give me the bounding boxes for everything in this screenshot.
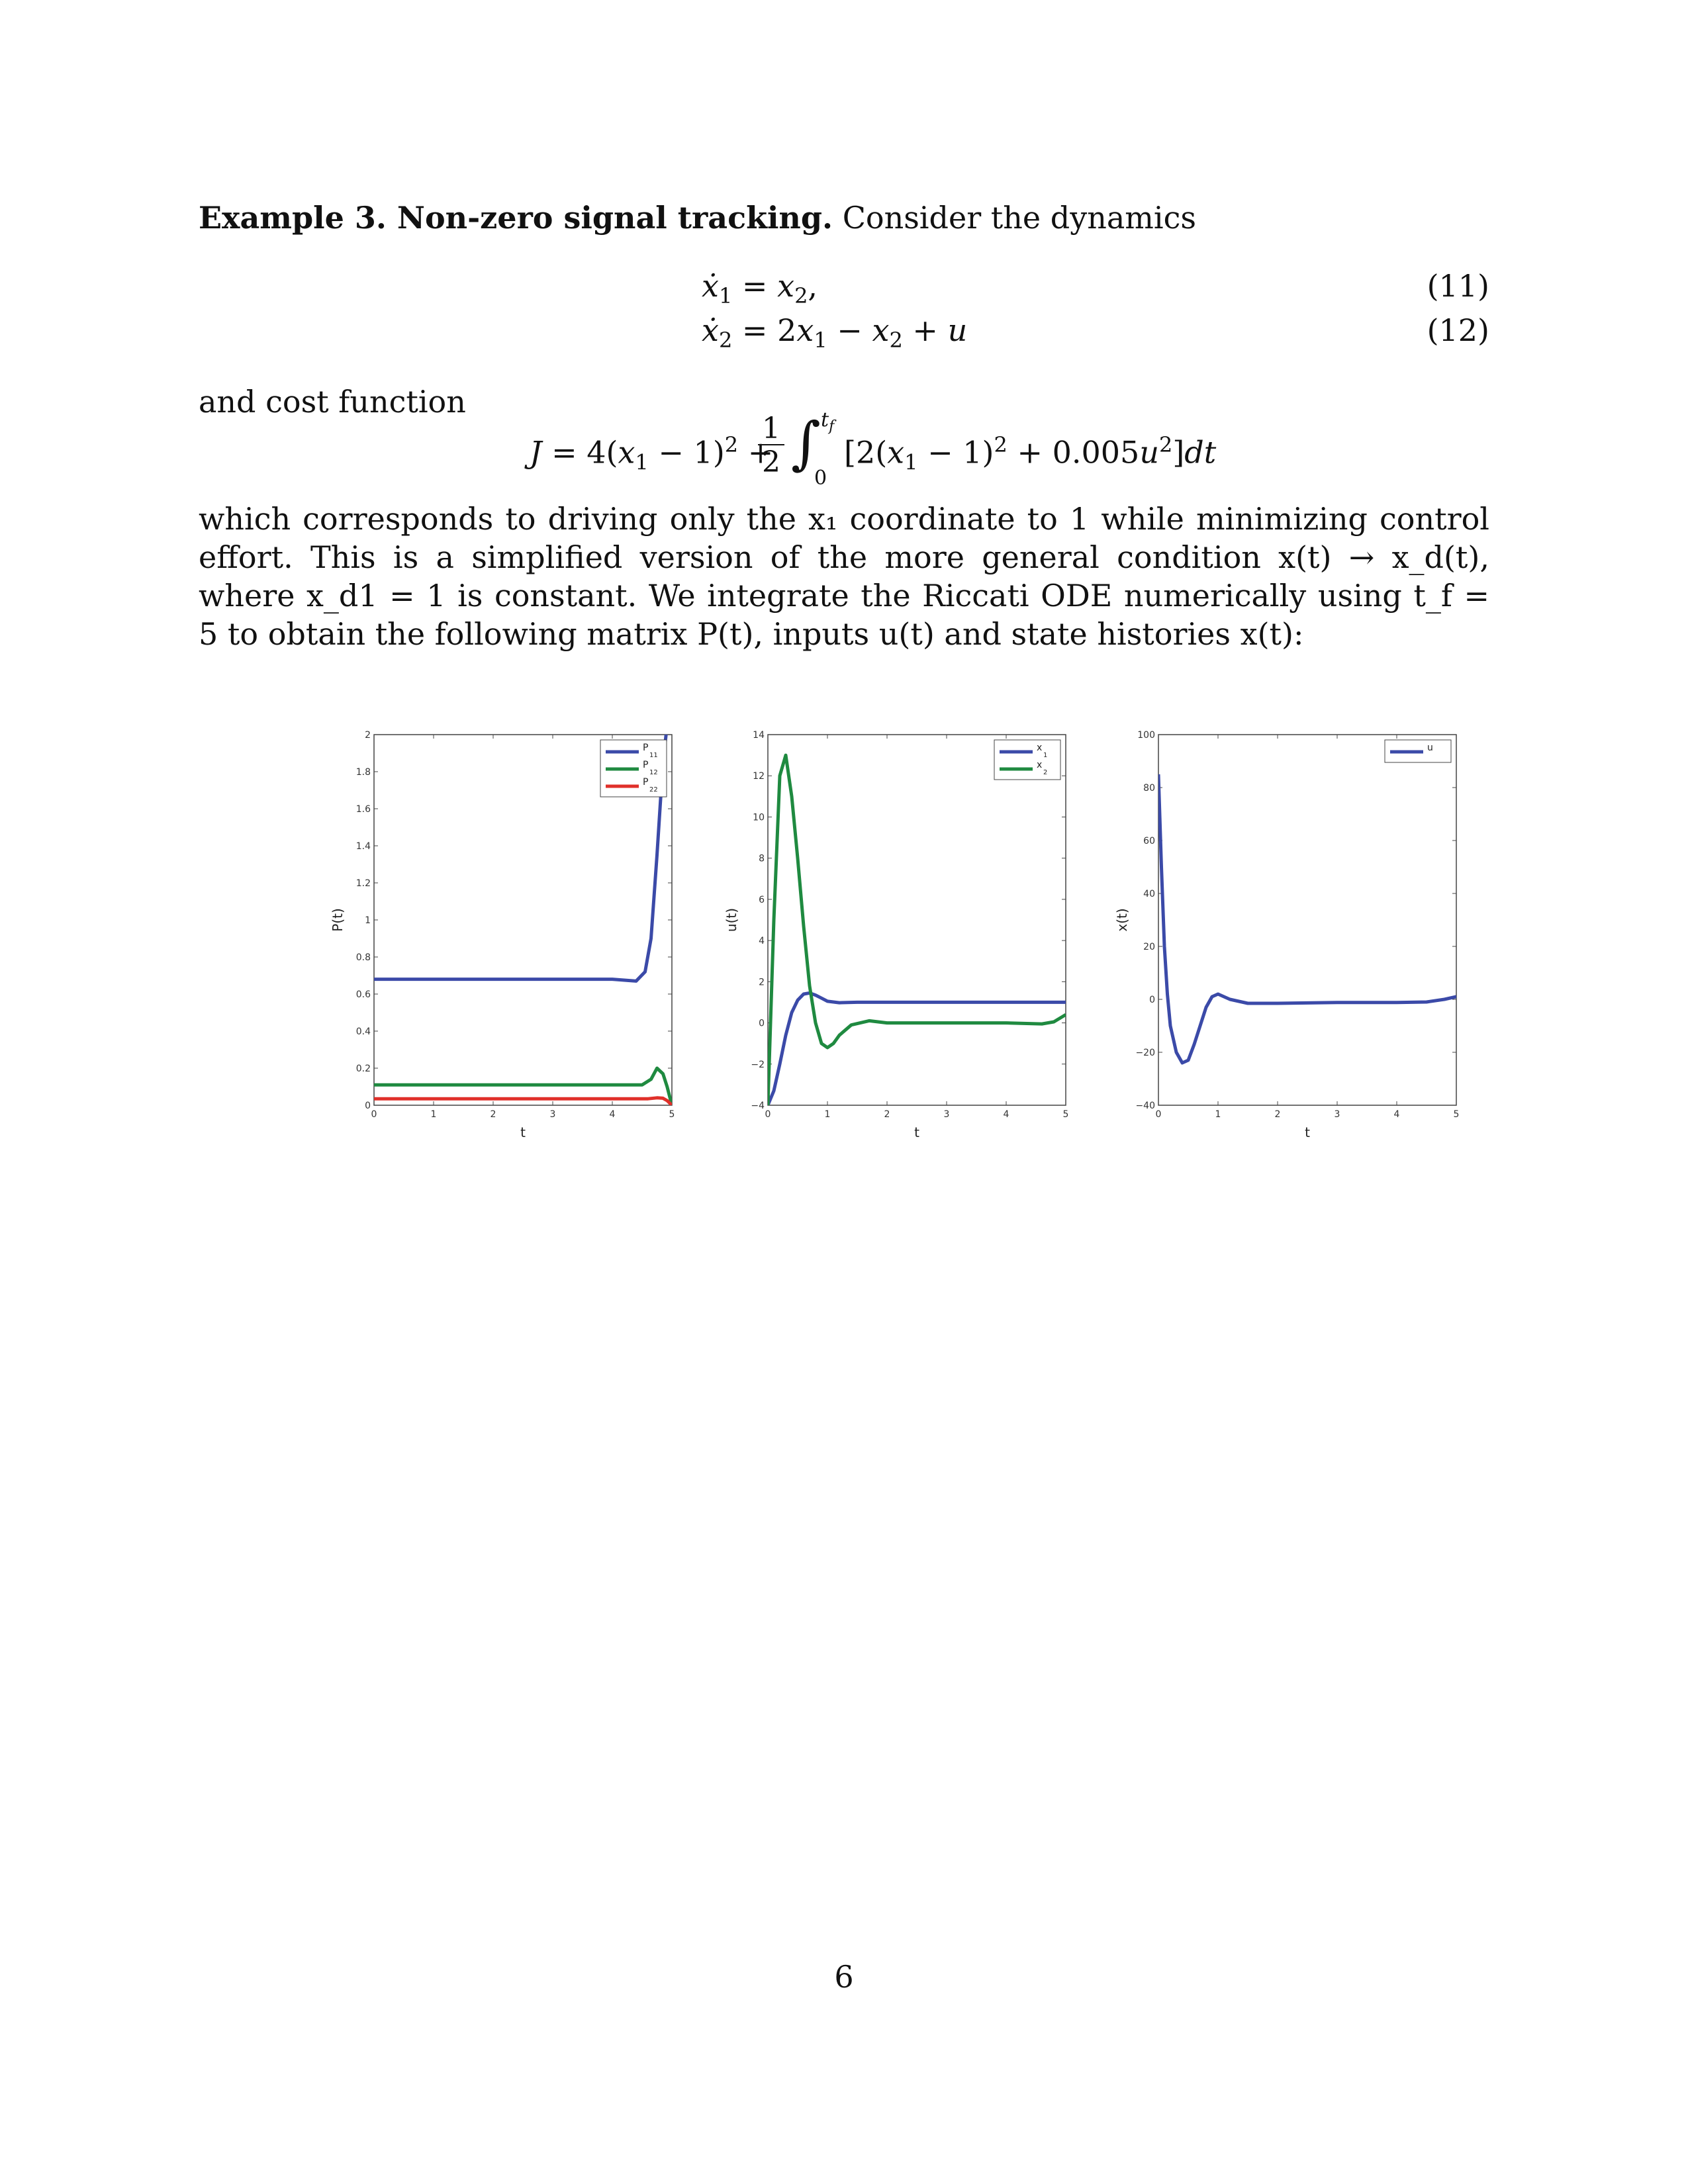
x-tick-label: 2 [1275,1109,1281,1120]
x-tick-label: 1 [1215,1109,1221,1120]
legend-label-subscript: 1 [1043,752,1047,759]
x-tick-label: 0 [371,1109,377,1120]
x-tick-label: 0 [1156,1109,1162,1120]
y-tick-label: 1 [365,915,371,926]
x-axis-label: t [520,1124,526,1140]
y-tick-label: 0.8 [356,952,371,963]
y-tick-label: 6 [759,895,765,905]
body-paragraph-text: which corresponds to driving only the x₁… [199,501,1489,652]
x-tick-label: 5 [1454,1109,1460,1120]
y-tick-label: 40 [1143,889,1155,899]
figure-x-of-t: 0 1 2 3 4 5 −40 −20 0 20 40 60 80 100 t x(t) u [1096,721,1466,1161]
legend-label-subscript: 22 [649,786,658,794]
y-tick-label: 2 [365,730,371,741]
legend-label-subscript: 2 [1043,769,1047,776]
y-tick-label: 1.2 [356,878,371,889]
y-tick-label: 2 [759,977,765,987]
example-heading-line: Example 3. Non-zero signal tracking. Con… [199,199,1489,237]
legend-label: x [1037,743,1042,753]
y-tick-label: 4 [759,936,765,946]
y-tick-label: 1.8 [356,767,371,778]
figure-p-of-t: 0 1 2 3 4 5 0 0.2 0.4 0.6 0.8 1 1.2 1.4 1.6 1.8 2 t P(t) P 1… [311,721,682,1161]
example-heading: Example 3. Non-zero signal tracking. [199,200,833,236]
y-tick-label: 1.4 [356,841,371,852]
series-line-x1 [768,991,1066,1105]
x-tick-label: 4 [610,1109,616,1120]
x-tick-label: 3 [550,1109,556,1120]
and-cost-text: and cost function [199,384,466,420]
y-tick-label: 12 [753,771,765,782]
body-paragraph: which corresponds to driving only the x₁… [199,500,1489,653]
equation-11-number: (11) [1427,268,1489,304]
y-tick-label: −20 [1135,1048,1155,1058]
legend-label: P [643,777,648,788]
y-tick-label: 20 [1143,942,1155,952]
y-tick-label: 100 [1137,730,1155,741]
x-tick-label: 1 [825,1109,831,1120]
page-number: 6 [834,1959,854,1995]
and-cost-line: and cost function [199,383,1489,421]
y-tick-label: 14 [753,730,765,741]
y-axis-label: P(t) [330,908,346,932]
x-tick-label: 5 [669,1109,675,1120]
series-line-u [1158,774,1456,1065]
legend-label-subscript: 12 [649,769,658,776]
equation-11: ẋ1 = x2, [702,268,818,309]
legend-label: u [1427,743,1433,753]
x-tick-label: 2 [884,1109,890,1120]
series-line-P11 [374,735,668,983]
legend-label: P [643,760,648,770]
y-axis-label: u(t) [724,908,739,932]
y-axis-label: x(t) [1114,908,1130,931]
x-axis-label: t [1305,1124,1310,1140]
legend-label: x [1037,760,1042,770]
x-tick-label: 2 [491,1109,496,1120]
example-heading-after: Consider the dynamics [842,200,1196,236]
y-tick-label: 0.4 [356,1026,371,1037]
series-line-P12 [374,1066,672,1105]
plot-frame [1158,734,1457,1106]
y-tick-label: −40 [1135,1101,1155,1111]
x-tick-label: 5 [1063,1109,1069,1120]
equation-12-number: (12) [1427,312,1489,348]
series-line-P22 [374,1096,672,1105]
x-axis-label: t [914,1124,919,1140]
x-tick-label: 4 [1004,1109,1009,1120]
y-tick-label: 10 [753,812,765,823]
plot-frame [767,734,1066,1106]
legend-label: P [643,743,648,753]
y-tick-label: 80 [1143,783,1155,794]
x-tick-label: 0 [765,1109,771,1120]
y-tick-label: 8 [759,854,765,864]
figure-u-of-t: 0 1 2 3 4 5 −4 −2 0 2 4 6 8 10 12 14 t u(t) x 1 x 2 [705,721,1076,1161]
legend-label-subscript: 11 [649,752,658,759]
legend-box [994,739,1061,780]
y-tick-label: 0.2 [356,1064,371,1074]
y-tick-label: 1.6 [356,804,371,815]
series-line-x2 [768,753,1066,1105]
y-tick-label: −2 [751,1060,765,1070]
equation-12: ẋ2 = 2x1 − x2 + u [702,312,968,353]
y-tick-label: 60 [1143,836,1155,846]
y-tick-label: 0 [365,1101,371,1111]
x-tick-label: 3 [944,1109,950,1120]
y-tick-label: −4 [751,1101,765,1111]
y-tick-label: 0.6 [356,989,371,1000]
x-of-t-plot: 0 1 2 3 4 5 −40 −20 0 20 40 60 80 100 t x(t) u [1114,730,1460,1140]
y-tick-label: 0 [1149,995,1155,1005]
x-tick-label: 1 [431,1109,437,1120]
x-tick-label: 3 [1335,1109,1340,1120]
x-tick-label: 4 [1394,1109,1400,1120]
p-of-t-plot: 0 1 2 3 4 500.20.40.60.811.21.41.61.82tP(t)P1… [330,730,675,1140]
y-tick-label: 0 [759,1019,765,1029]
